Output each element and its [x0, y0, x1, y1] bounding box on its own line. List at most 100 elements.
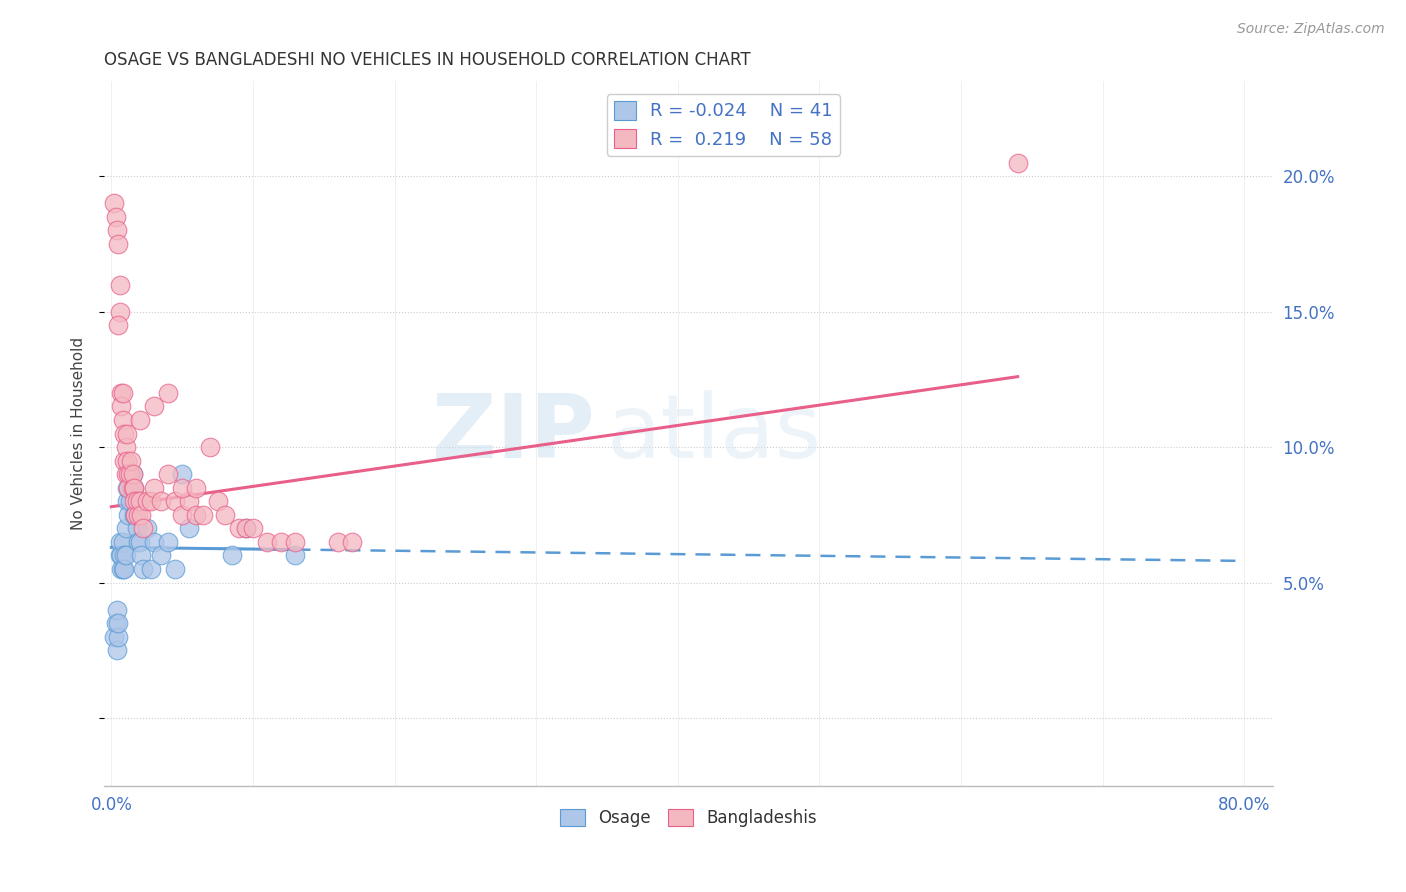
- Point: [242, 521, 264, 535]
- Point: [115, 426, 138, 441]
- Point: [179, 494, 201, 508]
- Point: [139, 494, 162, 508]
- Point: [128, 494, 150, 508]
- Point: [103, 630, 125, 644]
- Point: [340, 535, 363, 549]
- Point: [115, 481, 138, 495]
- Point: [149, 494, 172, 508]
- Point: [124, 508, 146, 522]
- Point: [105, 643, 128, 657]
- Point: [207, 494, 229, 508]
- Point: [200, 440, 222, 454]
- Point: [221, 549, 243, 563]
- Point: [1007, 155, 1029, 169]
- Point: [117, 508, 139, 522]
- Point: [157, 385, 180, 400]
- Text: atlas: atlas: [606, 390, 821, 477]
- Point: [139, 562, 162, 576]
- Point: [114, 440, 136, 454]
- Point: [127, 508, 149, 522]
- Point: [114, 549, 136, 563]
- Point: [118, 494, 141, 508]
- Point: [121, 481, 143, 495]
- Point: [121, 467, 143, 482]
- Point: [172, 481, 194, 495]
- Point: [235, 521, 257, 535]
- Point: [110, 549, 132, 563]
- Point: [112, 426, 135, 441]
- Text: OSAGE VS BANGLADESHI NO VEHICLES IN HOUSEHOLD CORRELATION CHART: OSAGE VS BANGLADESHI NO VEHICLES IN HOUS…: [104, 51, 751, 69]
- Point: [131, 521, 153, 535]
- Point: [135, 521, 157, 535]
- Point: [120, 453, 142, 467]
- Y-axis label: No Vehicles in Household: No Vehicles in Household: [72, 337, 86, 530]
- Point: [186, 481, 208, 495]
- Point: [122, 494, 145, 508]
- Point: [114, 467, 136, 482]
- Point: [186, 508, 208, 522]
- Point: [127, 535, 149, 549]
- Point: [135, 494, 157, 508]
- Point: [129, 549, 152, 563]
- Point: [122, 481, 145, 495]
- Point: [193, 508, 215, 522]
- Point: [142, 535, 165, 549]
- Point: [142, 481, 165, 495]
- Point: [270, 535, 292, 549]
- Point: [111, 535, 134, 549]
- Point: [115, 453, 138, 467]
- Point: [110, 400, 132, 414]
- Legend: Osage, Bangladeshis: Osage, Bangladeshis: [554, 802, 824, 834]
- Point: [125, 521, 148, 535]
- Point: [214, 508, 236, 522]
- Point: [108, 304, 131, 318]
- Point: [107, 236, 129, 251]
- Point: [172, 467, 194, 482]
- Point: [108, 535, 131, 549]
- Point: [165, 562, 187, 576]
- Text: Source: ZipAtlas.com: Source: ZipAtlas.com: [1237, 22, 1385, 37]
- Point: [165, 494, 187, 508]
- Point: [117, 467, 139, 482]
- Point: [105, 602, 128, 616]
- Point: [179, 521, 201, 535]
- Point: [107, 616, 129, 631]
- Point: [112, 562, 135, 576]
- Point: [131, 562, 153, 576]
- Point: [235, 521, 257, 535]
- Point: [128, 413, 150, 427]
- Point: [112, 453, 135, 467]
- Point: [256, 535, 278, 549]
- Point: [157, 535, 180, 549]
- Point: [105, 223, 128, 237]
- Point: [107, 630, 129, 644]
- Point: [120, 481, 142, 495]
- Point: [111, 385, 134, 400]
- Point: [110, 385, 132, 400]
- Point: [108, 277, 131, 292]
- Point: [122, 508, 145, 522]
- Point: [108, 549, 131, 563]
- Point: [115, 494, 138, 508]
- Point: [107, 318, 129, 333]
- Point: [121, 467, 143, 482]
- Point: [114, 521, 136, 535]
- Point: [124, 508, 146, 522]
- Point: [228, 521, 250, 535]
- Point: [129, 508, 152, 522]
- Point: [112, 549, 135, 563]
- Point: [172, 508, 194, 522]
- Point: [111, 413, 134, 427]
- Point: [284, 535, 307, 549]
- Point: [157, 467, 180, 482]
- Point: [110, 562, 132, 576]
- Point: [142, 400, 165, 414]
- Point: [104, 210, 127, 224]
- Point: [118, 467, 141, 482]
- Point: [111, 562, 134, 576]
- Point: [104, 616, 127, 631]
- Point: [326, 535, 349, 549]
- Point: [117, 481, 139, 495]
- Point: [149, 549, 172, 563]
- Point: [284, 549, 307, 563]
